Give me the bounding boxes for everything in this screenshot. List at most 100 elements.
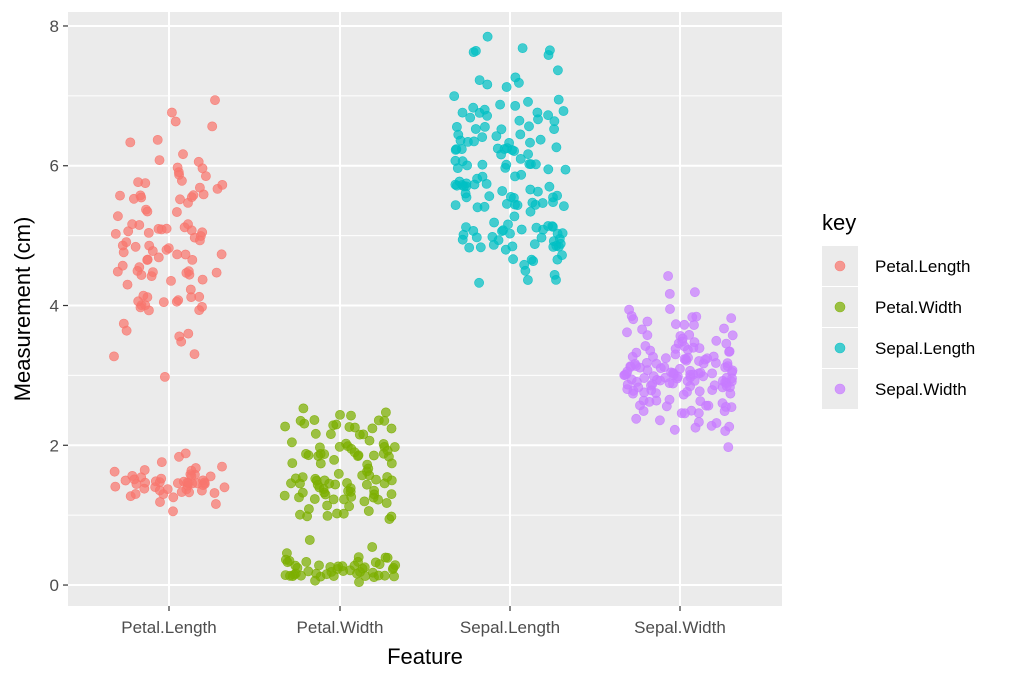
data-point [389, 571, 399, 582]
data-point [109, 351, 119, 362]
data-point [458, 229, 469, 240]
data-point [523, 275, 533, 285]
data-point [665, 304, 675, 314]
data-point [491, 131, 502, 141]
data-point [551, 274, 561, 285]
data-point [121, 237, 132, 247]
data-point [720, 426, 731, 436]
data-point [333, 468, 344, 479]
data-point [209, 488, 220, 498]
data-point [621, 369, 632, 379]
data-point [158, 297, 169, 307]
data-point [625, 361, 636, 372]
data-point [355, 567, 365, 577]
data-point [122, 279, 133, 290]
data-point [727, 330, 738, 341]
data-point [344, 501, 354, 512]
data-point [314, 442, 325, 453]
data-point [194, 235, 205, 246]
data-point [367, 542, 378, 552]
data-point [631, 413, 642, 424]
data-point [315, 458, 326, 469]
data-point [675, 363, 685, 374]
data-point [193, 156, 204, 167]
data-point [530, 199, 541, 210]
data-point [474, 108, 485, 118]
legend-label: Sepal.Width [875, 380, 967, 399]
data-points [109, 31, 738, 587]
data-point [462, 160, 472, 171]
data-point [469, 179, 480, 190]
data-point [115, 190, 125, 201]
data-point [689, 375, 700, 386]
data-point [125, 137, 136, 148]
data-point [335, 409, 345, 420]
data-point [138, 290, 149, 301]
data-point [166, 107, 177, 118]
data-point [326, 567, 337, 577]
data-point [553, 94, 564, 105]
data-point [180, 448, 191, 459]
data-point [156, 457, 167, 467]
data-point [514, 77, 524, 88]
data-point [183, 328, 194, 339]
data-point [364, 435, 375, 446]
y-axis-ticks: 0 2 4 6 8 [50, 17, 68, 595]
data-point [386, 423, 397, 434]
data-point [328, 494, 339, 505]
data-point [703, 400, 714, 411]
data-point [524, 121, 534, 132]
data-point [645, 345, 656, 356]
data-point [468, 225, 479, 236]
data-point [642, 316, 653, 327]
data-point [628, 388, 638, 399]
data-point [708, 351, 719, 362]
data-point [118, 247, 129, 258]
data-point [709, 380, 720, 391]
data-point [197, 227, 208, 238]
data-point [380, 407, 391, 418]
data-point [175, 194, 185, 205]
data-point [525, 137, 535, 148]
data-point [301, 557, 312, 567]
legend-swatch [834, 383, 846, 395]
data-point [166, 275, 176, 286]
data-point [280, 554, 291, 565]
data-point [686, 405, 697, 416]
data-point [525, 206, 536, 217]
data-point [482, 79, 493, 90]
data-point [179, 222, 190, 233]
data-point [367, 423, 378, 434]
data-point [484, 191, 495, 202]
data-point [330, 479, 341, 490]
data-point [637, 324, 647, 335]
data-point [543, 110, 553, 121]
data-point [142, 206, 153, 217]
data-point [373, 494, 383, 505]
plot-panel [68, 12, 782, 606]
data-point [655, 415, 665, 426]
data-point [320, 489, 331, 500]
data-point [479, 122, 490, 132]
data-point [689, 337, 700, 348]
data-point [482, 31, 493, 42]
data-point [156, 473, 167, 484]
data-point [469, 136, 479, 147]
data-point [627, 351, 638, 362]
data-point [345, 565, 355, 576]
data-point [721, 401, 731, 412]
data-point [302, 511, 312, 522]
data-point [558, 106, 569, 116]
data-point [342, 441, 353, 452]
data-point [173, 167, 184, 177]
data-point [635, 362, 645, 373]
data-point [500, 244, 511, 255]
x-tick-label: Sepal.Length [460, 618, 560, 637]
data-point [679, 341, 690, 352]
data-point [134, 220, 145, 230]
data-point [153, 252, 164, 263]
data-point [386, 489, 397, 499]
data-point [722, 361, 733, 371]
data-point [362, 459, 373, 470]
data-point [496, 124, 507, 135]
